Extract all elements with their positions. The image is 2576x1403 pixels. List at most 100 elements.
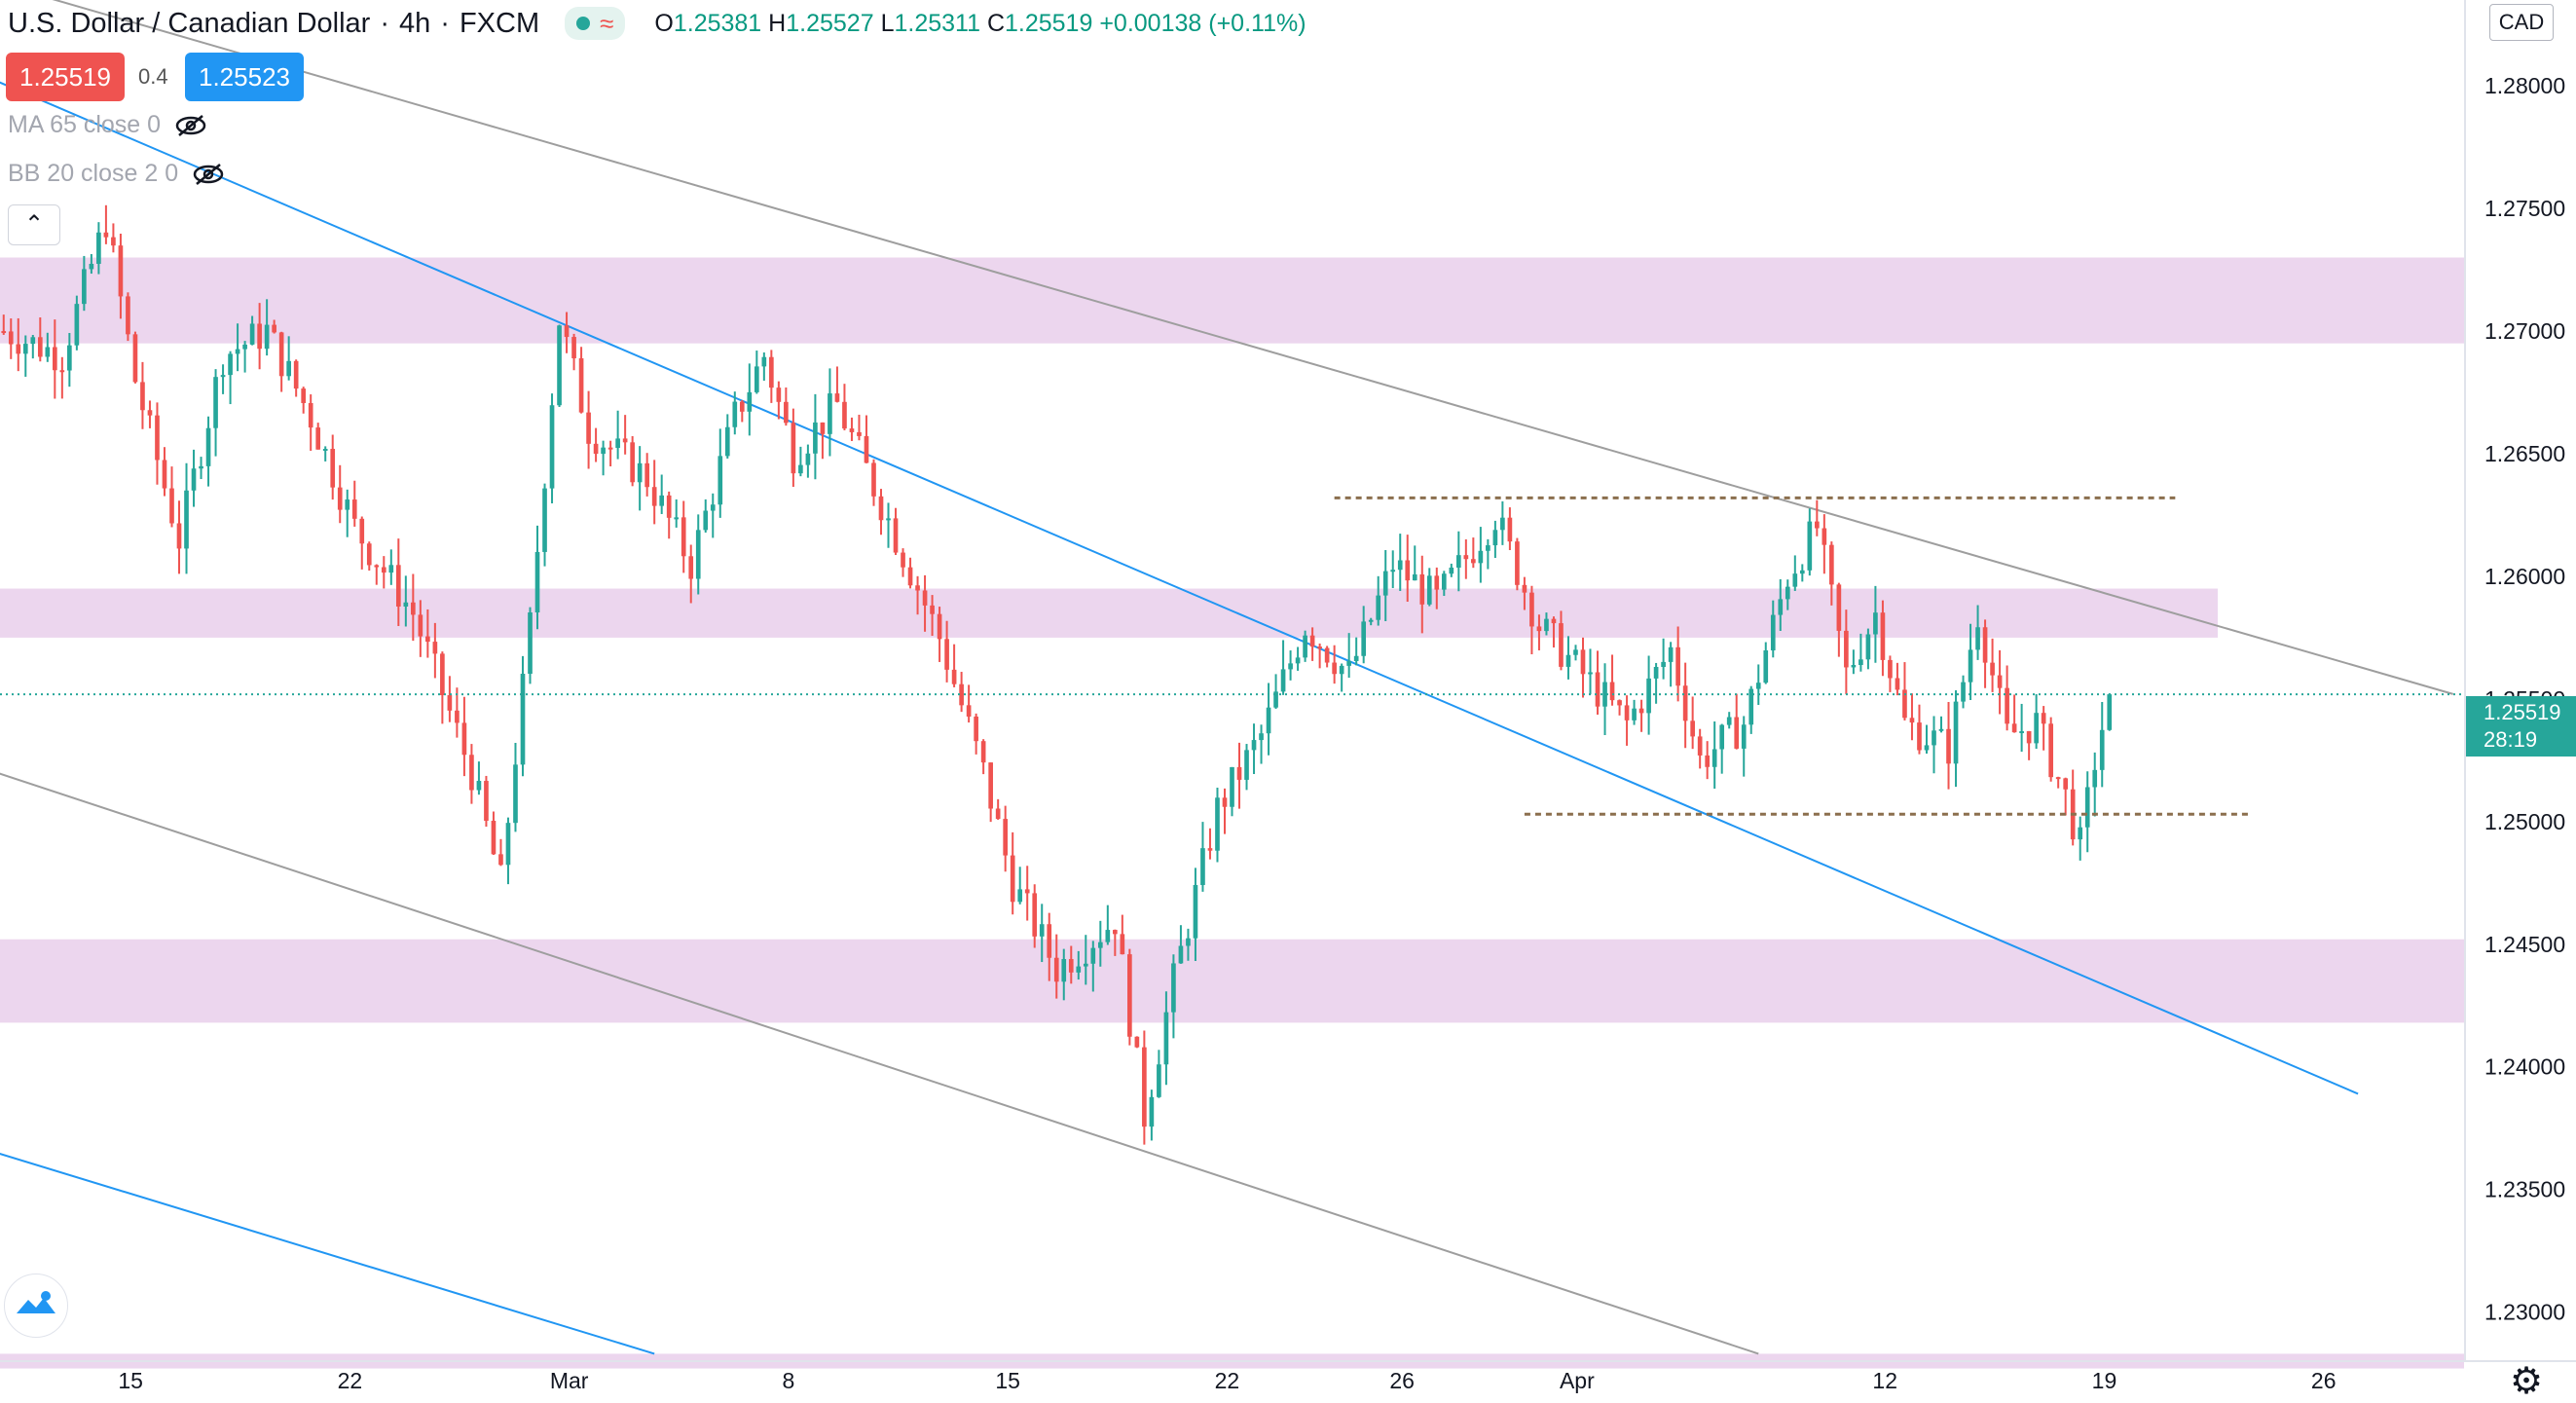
candle-body <box>30 337 36 345</box>
candle-body <box>681 517 686 557</box>
trend-line <box>0 1152 655 1355</box>
currency-label[interactable]: CAD <box>2489 4 2554 41</box>
candle-body <box>1230 766 1234 807</box>
candle-body <box>1836 584 1842 631</box>
collapse-legend-button[interactable]: ⌃ <box>8 204 60 245</box>
candle-body <box>2099 729 2105 770</box>
candle-body <box>1163 1012 1169 1065</box>
candle-body <box>1353 655 1359 661</box>
candle-body <box>2005 687 2009 724</box>
candle-body <box>1711 749 1717 767</box>
interval-label[interactable]: 4h <box>399 7 431 39</box>
candle-body <box>205 427 211 466</box>
candle-body <box>1186 938 1191 946</box>
candle-body <box>1157 1064 1161 1097</box>
candle-body <box>169 488 174 524</box>
candle-body <box>67 345 72 371</box>
symbol-title[interactable]: U.S. Dollar / Canadian Dollar <box>8 7 371 39</box>
candle-body <box>1097 941 1103 948</box>
candle-body <box>2011 723 2017 733</box>
candle-body <box>528 612 533 675</box>
candle-body <box>1397 560 1403 571</box>
candle-body <box>857 431 862 436</box>
candle-body <box>1924 745 1930 751</box>
candle-body <box>784 401 789 424</box>
candle-body <box>1032 893 1038 937</box>
candle-body <box>828 393 832 434</box>
candle-body <box>1573 649 1578 655</box>
candle-body <box>286 360 291 377</box>
candle-body <box>864 435 869 463</box>
candle-body <box>520 674 526 765</box>
tradingview-logo-icon[interactable] <box>4 1274 68 1338</box>
candle-body <box>601 447 606 455</box>
candle-body <box>447 695 453 711</box>
candle-body <box>1309 635 1315 647</box>
candle-body <box>1909 718 1915 723</box>
eye-off-icon[interactable] <box>174 114 207 136</box>
candle-body <box>695 530 701 579</box>
candle-body <box>630 442 635 483</box>
candle-body <box>1602 682 1607 707</box>
candle-body <box>966 705 972 717</box>
candle-body <box>505 823 511 866</box>
price-tick-label: 1.24000 <box>2484 1054 2565 1080</box>
candle-body <box>1471 559 1476 564</box>
candle-body <box>666 495 672 518</box>
candle-body <box>1339 665 1344 675</box>
candle-body <box>1017 889 1023 903</box>
candle-body <box>1280 669 1286 692</box>
last-price-value: 1.25519 <box>2484 700 2561 724</box>
candle-body <box>1207 848 1213 851</box>
candle-body <box>2019 731 2024 734</box>
candle-body <box>1580 649 1586 675</box>
candle-body <box>1990 662 1995 676</box>
trend-line <box>0 772 1759 1355</box>
candle-body <box>1565 654 1571 667</box>
indicator-bb[interactable]: BB 20 close 2 0 <box>8 160 225 188</box>
candle-body <box>45 347 51 357</box>
candle-body <box>1486 545 1490 551</box>
candle-body <box>1829 544 1834 585</box>
candle-body <box>345 499 350 510</box>
candle-body <box>1719 724 1725 750</box>
candle-body <box>1938 728 1944 731</box>
market-status-pill[interactable]: ≈ <box>565 7 626 40</box>
low-label: L <box>880 9 895 37</box>
candle-body <box>366 543 372 566</box>
candle-body <box>907 567 913 586</box>
candle-body <box>147 410 153 416</box>
candle-body <box>1178 945 1184 964</box>
candle-body <box>37 337 43 357</box>
candle-body <box>461 722 467 756</box>
candle-body <box>1895 678 1900 690</box>
time-tick-label: Mar <box>550 1368 589 1393</box>
gear-icon[interactable]: ⚙ <box>2510 1361 2544 1402</box>
candle-body <box>1617 700 1622 706</box>
candle-body <box>469 755 474 791</box>
candle-body <box>2063 778 2069 790</box>
eye-off-icon[interactable] <box>192 163 225 185</box>
candle-body <box>849 428 855 432</box>
candle-body <box>1865 634 1871 660</box>
candle-body <box>1668 646 1674 662</box>
candle-body <box>1792 573 1798 587</box>
buy-price-button[interactable]: 1.25523 <box>185 53 304 101</box>
indicator-ma[interactable]: MA 65 close 0 <box>8 111 207 139</box>
candle-body <box>798 464 803 474</box>
sell-price-button[interactable]: 1.25519 <box>6 53 125 101</box>
candle-body <box>2055 777 2061 780</box>
candle-body <box>1763 650 1769 683</box>
candle-body <box>1273 691 1278 708</box>
candle-body <box>1376 595 1381 620</box>
price-scale[interactable] <box>2464 0 2576 1361</box>
candle-body <box>586 412 591 444</box>
candle-body <box>644 462 649 488</box>
candle-body <box>2034 713 2039 744</box>
candle-body <box>901 552 905 568</box>
candle-body <box>1726 717 1732 725</box>
candle-body <box>1449 568 1454 574</box>
chart-header: U.S. Dollar / Canadian Dollar · 4h · FXC… <box>8 4 1306 43</box>
candle-body <box>813 422 818 454</box>
